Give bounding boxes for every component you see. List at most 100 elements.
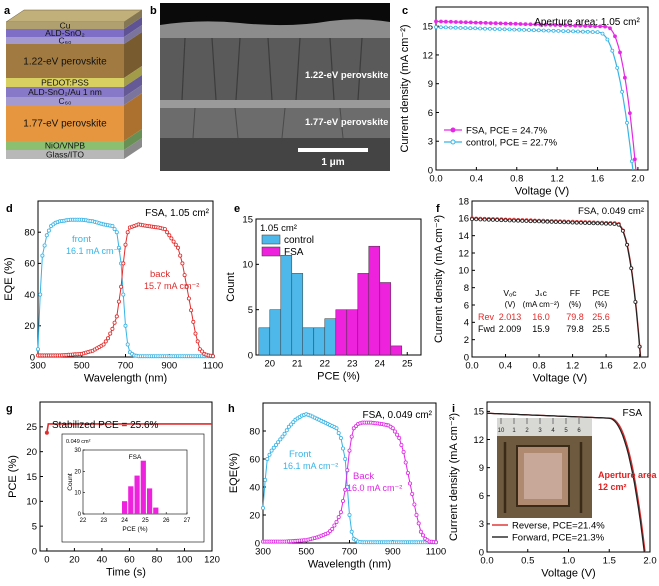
y-tick-label: 40 <box>249 482 260 493</box>
series-marker <box>269 448 274 453</box>
panel-b: b 1.22-eV perovskite 1.77-eV perovskite <box>150 3 390 171</box>
x-axis-label: Wavelength (nm) <box>308 559 391 571</box>
layer-front <box>6 105 124 141</box>
series-marker <box>512 27 517 32</box>
series-marker <box>349 434 354 439</box>
series-marker <box>125 230 130 235</box>
series-marker <box>610 48 615 53</box>
panel-letter: h <box>228 403 235 415</box>
y-tick-label: 2 <box>464 335 469 346</box>
inset-y-label: Count <box>67 473 74 491</box>
series-marker <box>563 23 568 28</box>
series-marker <box>570 220 575 225</box>
series-marker <box>334 426 339 431</box>
series-note: 16.0 mA cm⁻² <box>347 483 402 493</box>
y-tick-label: 0 <box>479 547 484 558</box>
annotation: FSA, 1.05 cm² <box>145 208 210 219</box>
table-unit: (V) <box>505 300 516 309</box>
series-marker <box>345 468 350 473</box>
panel-b-letter: b <box>150 5 157 17</box>
series-marker <box>562 220 566 225</box>
series-marker <box>433 540 438 545</box>
inset-annotation: 0.049 cm² <box>66 439 91 445</box>
series-marker <box>439 19 443 24</box>
layer-front <box>6 97 124 105</box>
series-marker <box>503 21 508 26</box>
x-tick-label: 0.0 <box>465 361 478 372</box>
y-tick-label: 3 <box>428 137 433 148</box>
series-marker <box>103 339 108 344</box>
series-marker <box>493 21 498 26</box>
series-marker <box>420 533 425 538</box>
series-marker <box>410 491 415 496</box>
series-marker <box>418 529 423 534</box>
series-marker <box>453 20 458 24</box>
inset-x-tick-label: 23 <box>100 518 107 524</box>
device-window <box>524 453 562 499</box>
series-marker <box>116 245 121 250</box>
series-marker <box>532 219 537 224</box>
series-marker <box>583 24 588 28</box>
layer-side <box>124 138 142 159</box>
series-marker <box>558 23 563 28</box>
series-marker <box>573 23 578 28</box>
series-label: Front <box>289 449 312 460</box>
x-tick-label: 40 <box>97 555 108 566</box>
y-tick-label: 15 <box>242 214 253 225</box>
y-tick-label: 10 <box>242 260 253 271</box>
y-tick-label: 3 <box>479 519 484 530</box>
series-marker <box>438 25 443 30</box>
layer-front <box>6 78 124 87</box>
series-marker <box>273 442 278 447</box>
layer-side <box>124 32 142 78</box>
series-marker <box>488 21 493 26</box>
series-marker <box>338 510 343 515</box>
series-marker <box>599 221 604 226</box>
x-tick-label: 900 <box>161 361 177 372</box>
ruler-label: 3 <box>538 428 542 434</box>
series-marker <box>517 27 522 32</box>
ruler-label: 2 <box>525 428 529 434</box>
histogram-bar <box>368 245 381 356</box>
inset-label: 12 cm² <box>598 482 627 492</box>
panel-d: d 300 500 700 900 1100 0 20 40 60 80 Wavelength (nm… <box>3 200 223 385</box>
y-tick-label: 60 <box>249 454 260 465</box>
series-marker <box>458 25 463 30</box>
series-marker <box>434 25 438 30</box>
series-marker <box>468 26 473 31</box>
layer-label: C₆₀ <box>58 96 72 106</box>
sem-grains-bottom <box>192 107 344 139</box>
series-marker <box>397 435 402 440</box>
x-axis-label: PCE (%) <box>317 371 360 383</box>
x-tick-label: 0.8 <box>510 174 523 185</box>
layer-label: 1.77-eV perovskite <box>23 119 107 130</box>
series-line <box>471 217 642 358</box>
inset-y-tick-label: 10 <box>74 491 81 497</box>
y-tick-label: 0 <box>32 546 37 557</box>
series-marker <box>390 426 395 431</box>
series-marker <box>395 432 400 437</box>
inset-y-tick-label: 20 <box>74 469 81 475</box>
series-marker <box>549 219 554 224</box>
y-tick-label: 4 <box>464 318 469 329</box>
series-marker <box>543 22 548 27</box>
y-tick-label: 5 <box>32 521 37 532</box>
series-marker <box>629 266 634 271</box>
series-marker <box>513 21 518 26</box>
series-note: 16.1 mA cm⁻² <box>66 246 121 256</box>
x-tick-label: 2.0 <box>631 174 644 185</box>
table-cell: 25.6 <box>592 312 610 322</box>
series-marker <box>537 219 541 224</box>
y-tick-label: 0 <box>464 352 469 363</box>
series-marker <box>200 349 205 354</box>
x-tick-label: 60 <box>124 555 135 566</box>
series-marker <box>278 437 283 442</box>
series-marker <box>197 347 202 352</box>
series-marker <box>483 26 487 31</box>
layer-label: Cu <box>60 20 71 30</box>
series-marker <box>518 22 523 26</box>
table-header: Jₛc <box>535 288 547 298</box>
y-tick-label: 20 <box>24 321 35 332</box>
series-marker <box>36 347 41 352</box>
series-marker <box>332 523 337 528</box>
